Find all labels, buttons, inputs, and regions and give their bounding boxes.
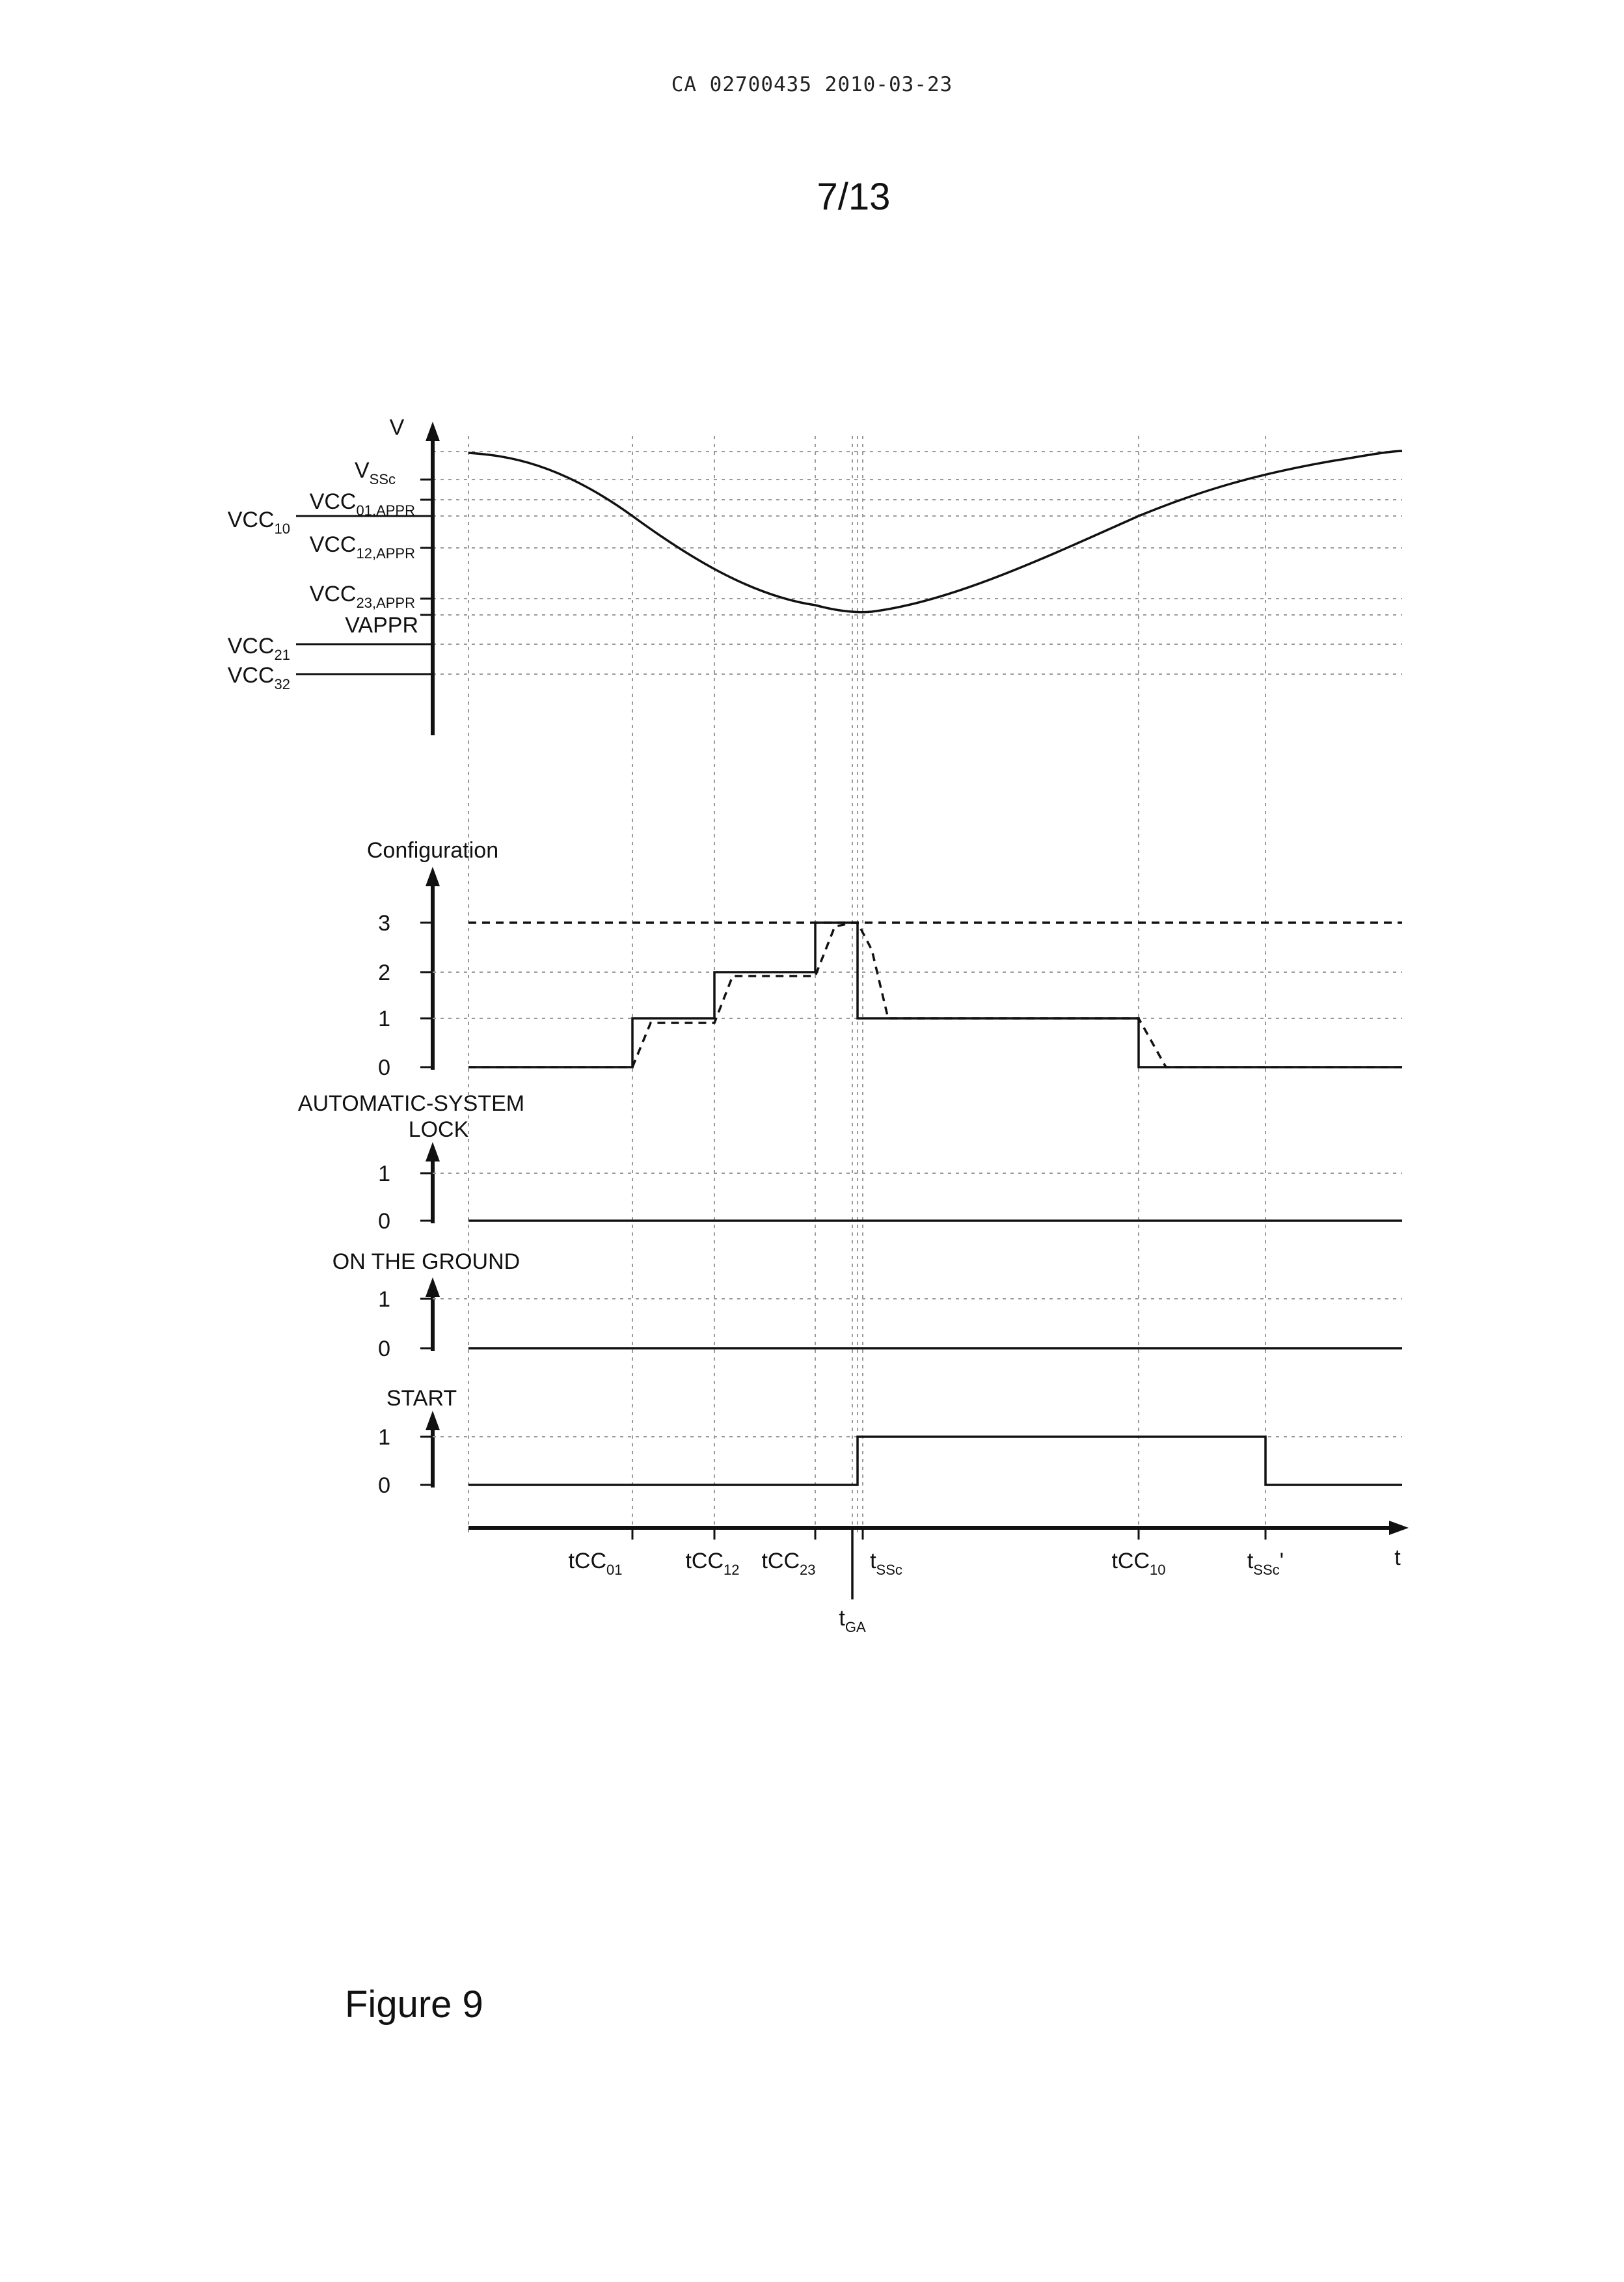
config-tick-1: 1	[378, 1007, 390, 1031]
start-label: START	[386, 1386, 457, 1411]
lock-tick-0: 0	[378, 1209, 390, 1234]
voltage-axis-label: V	[390, 415, 405, 440]
page-number: 7/13	[817, 176, 891, 218]
level-label-vappr: VAPPR	[345, 613, 418, 638]
ground-label: ON THE GROUND	[332, 1249, 520, 1274]
lock-label-line1: AUTOMATIC-SYSTEM	[298, 1091, 524, 1116]
lock-label-line2: LOCK	[409, 1117, 469, 1142]
config-tick-0: 0	[378, 1055, 390, 1080]
config-tick-3: 3	[378, 911, 390, 936]
time-axis-label: t	[1394, 1545, 1401, 1570]
start-tick-0: 0	[378, 1473, 390, 1498]
document-reference: CA 02700435 2010-03-23	[671, 73, 953, 96]
ground-tick-0: 0	[378, 1337, 390, 1361]
figure-caption: Figure 9	[345, 1983, 483, 2026]
config-tick-2: 2	[378, 960, 390, 985]
lock-tick-1: 1	[378, 1161, 390, 1186]
configuration-axis-label: Configuration	[367, 838, 498, 863]
ground-tick-1: 1	[378, 1287, 390, 1312]
start-tick-1: 1	[378, 1425, 390, 1450]
